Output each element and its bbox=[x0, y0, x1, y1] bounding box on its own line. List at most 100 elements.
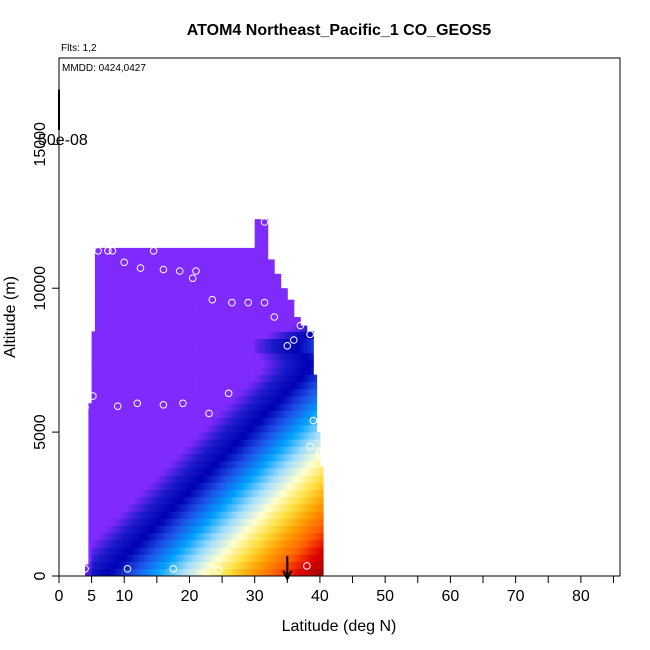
heatmap-cell bbox=[202, 338, 207, 347]
heatmap-cell bbox=[101, 381, 106, 390]
heatmap-cell bbox=[231, 489, 236, 498]
heatmap-cell bbox=[284, 446, 288, 455]
heatmap-cell bbox=[166, 295, 171, 303]
heatmap-cell bbox=[186, 439, 190, 447]
heatmap-cell bbox=[101, 247, 106, 253]
heatmap-cell bbox=[160, 417, 164, 426]
heatmap-cell bbox=[169, 396, 174, 404]
heatmap-cell bbox=[264, 532, 269, 541]
heatmap-cell bbox=[244, 547, 249, 555]
heatmap-cell bbox=[134, 417, 138, 426]
heatmap-cell bbox=[130, 345, 135, 354]
heatmap-cell bbox=[284, 489, 288, 498]
heatmap-cell bbox=[192, 424, 197, 433]
heatmap-cell bbox=[192, 432, 197, 440]
heatmap-cell bbox=[228, 525, 233, 534]
heatmap-cell bbox=[104, 273, 109, 282]
heatmap-cell bbox=[218, 417, 223, 426]
heatmap-cell bbox=[114, 482, 119, 491]
heatmap-cell bbox=[244, 403, 249, 411]
heatmap-cell bbox=[218, 295, 223, 303]
heatmap-cell bbox=[143, 381, 148, 390]
heatmap-cell bbox=[134, 309, 138, 318]
heatmap-cell bbox=[277, 489, 282, 498]
heatmap-cell bbox=[134, 453, 138, 462]
heatmap-cell bbox=[225, 331, 229, 339]
heatmap-cell bbox=[293, 568, 298, 577]
heatmap-cell bbox=[205, 475, 210, 483]
heatmap-cell bbox=[111, 388, 115, 397]
heatmap-cell bbox=[244, 525, 249, 534]
heatmap-cell bbox=[107, 273, 112, 282]
heatmap-cell bbox=[169, 439, 174, 447]
heatmap-cell bbox=[130, 410, 135, 419]
heatmap-cell bbox=[218, 247, 223, 253]
heatmap-cell bbox=[117, 453, 122, 462]
heatmap-cell bbox=[134, 432, 138, 440]
heatmap-cell bbox=[244, 252, 249, 260]
heatmap-cell bbox=[176, 568, 181, 577]
heatmap-cell bbox=[264, 446, 269, 455]
heatmap-cell bbox=[196, 281, 200, 289]
heatmap-cell bbox=[297, 432, 301, 440]
heatmap-cell bbox=[114, 281, 119, 289]
heatmap-cell bbox=[238, 460, 243, 469]
heatmap-cell bbox=[182, 525, 187, 534]
heatmap-cell bbox=[264, 432, 269, 440]
heatmap-cell bbox=[231, 424, 236, 433]
heatmap-cell bbox=[271, 496, 275, 505]
heatmap-cell bbox=[182, 295, 187, 303]
heatmap-cell bbox=[182, 424, 187, 433]
heatmap-cell bbox=[287, 396, 291, 404]
heatmap-cell bbox=[98, 446, 102, 455]
heatmap-cell bbox=[121, 489, 125, 498]
heatmap-cell bbox=[163, 396, 168, 404]
heatmap-cell bbox=[150, 496, 154, 505]
heatmap-cell bbox=[137, 353, 141, 361]
heatmap-cell bbox=[303, 532, 308, 541]
heatmap-cell bbox=[238, 432, 243, 440]
heatmap-cell bbox=[231, 266, 236, 275]
heatmap-cell bbox=[150, 273, 154, 282]
heatmap-cell bbox=[215, 331, 220, 339]
heatmap-cell bbox=[179, 338, 184, 347]
heatmap-cell bbox=[91, 331, 96, 339]
heatmap-cell bbox=[280, 432, 285, 440]
heatmap-cell bbox=[163, 532, 168, 541]
heatmap-cell bbox=[287, 475, 291, 483]
heatmap-cell bbox=[303, 568, 308, 577]
heatmap-cell bbox=[274, 302, 278, 311]
heatmap-cell bbox=[218, 475, 223, 483]
heatmap-cell bbox=[160, 554, 164, 562]
heatmap-cell bbox=[258, 453, 262, 462]
heatmap-cell bbox=[117, 252, 122, 260]
heatmap-cell bbox=[225, 403, 229, 411]
heatmap-cell bbox=[91, 504, 96, 512]
heatmap-cell bbox=[127, 374, 132, 383]
heatmap-cell bbox=[111, 259, 115, 267]
heatmap-cell bbox=[147, 460, 151, 469]
heatmap-cell bbox=[179, 331, 184, 339]
heatmap-cell bbox=[117, 403, 122, 411]
heatmap-cell bbox=[196, 554, 200, 562]
heatmap-cell bbox=[121, 460, 125, 469]
heatmap-cell bbox=[143, 554, 148, 562]
heatmap-cell bbox=[176, 259, 181, 267]
heatmap-cell bbox=[94, 504, 99, 512]
heatmap-cell bbox=[186, 554, 190, 562]
heatmap-cell bbox=[163, 388, 168, 397]
flight-point bbox=[179, 399, 187, 408]
heatmap-cell bbox=[127, 281, 132, 289]
heatmap-cell bbox=[218, 353, 223, 361]
heatmap-cell bbox=[140, 554, 145, 562]
heatmap-cell bbox=[241, 247, 246, 253]
heatmap-cell bbox=[124, 259, 128, 267]
heatmap-cell bbox=[280, 532, 285, 541]
heatmap-cell bbox=[274, 532, 278, 541]
heatmap-cell bbox=[202, 273, 207, 282]
heatmap-cell bbox=[124, 309, 128, 318]
heatmap-cell bbox=[293, 360, 298, 368]
heatmap-cell bbox=[130, 489, 135, 498]
heatmap-cell bbox=[280, 518, 285, 526]
heatmap-cell bbox=[251, 482, 256, 491]
